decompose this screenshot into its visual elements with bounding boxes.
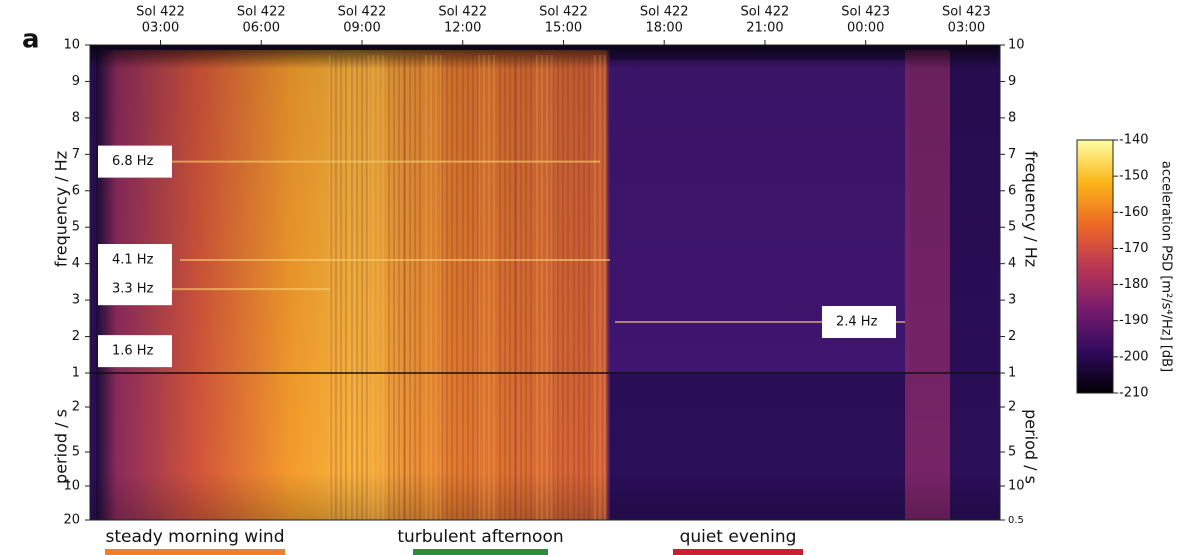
period-tick-label-right: 10 bbox=[1008, 478, 1025, 493]
annotation-label: 3.3 Hz bbox=[112, 282, 154, 297]
annotation-box bbox=[98, 273, 172, 306]
period-tick-label: 2 bbox=[72, 400, 80, 415]
x-tick-sol: Sol 423 bbox=[841, 5, 890, 20]
x-tick-time: 21:00 bbox=[746, 21, 783, 36]
x-tick-time: 06:00 bbox=[243, 21, 280, 36]
period-tick-label-right: 5 bbox=[1008, 444, 1016, 459]
y-tick-label: 4 bbox=[72, 256, 80, 271]
period-label: quiet evening bbox=[680, 527, 797, 547]
x-tick-sol: Sol 422 bbox=[237, 5, 286, 20]
stripes bbox=[160, 55, 905, 520]
x-tick-time: 03:00 bbox=[142, 21, 179, 36]
x-tick-time: 03:00 bbox=[948, 21, 985, 36]
y-tick-label: 8 bbox=[72, 110, 80, 125]
y-tick-label-right: 8 bbox=[1008, 110, 1016, 125]
y-tick-label: 9 bbox=[72, 74, 80, 89]
y-tick-label: 5 bbox=[72, 220, 80, 235]
annotation-box bbox=[98, 335, 172, 368]
colorbar-tick-label: -150 bbox=[1119, 169, 1149, 184]
x-tick-time: 15:00 bbox=[545, 21, 582, 36]
panel-label: a bbox=[22, 25, 40, 55]
y-tick-label: 6 bbox=[72, 183, 80, 198]
annotation-box bbox=[822, 305, 896, 338]
colorbar-tick-label: -210 bbox=[1119, 386, 1149, 401]
annotation-label: 2.4 Hz bbox=[836, 314, 878, 329]
x-tick-sol: Sol 422 bbox=[640, 5, 689, 20]
x-tick-time: 12:00 bbox=[444, 21, 481, 36]
y-tick-label-right: 3 bbox=[1008, 293, 1016, 308]
period-tick-label: 20 bbox=[63, 513, 80, 528]
x-tick-sol: Sol 422 bbox=[338, 5, 387, 20]
colorbar-label: acceleration PSD [m²/s⁴/Hz] [dB] bbox=[1159, 161, 1174, 372]
annotation-box bbox=[98, 145, 172, 178]
y-axis-label: frequency / Hz bbox=[52, 151, 71, 267]
y-tick-label-right: 7 bbox=[1008, 147, 1016, 162]
annotation-label: 4.1 Hz bbox=[112, 253, 154, 268]
frame bbox=[89, 44, 1001, 521]
y-tick-label-right: 2 bbox=[1008, 329, 1016, 344]
y-tick-label: 10 bbox=[63, 38, 80, 53]
colorbar-tick-label: -180 bbox=[1119, 277, 1149, 292]
x-tick-time: 09:00 bbox=[343, 21, 380, 36]
y-tick-label-right: 4 bbox=[1008, 256, 1016, 271]
y-tick-label: 7 bbox=[72, 147, 80, 162]
annotation-label: 1.6 Hz bbox=[112, 344, 154, 359]
period-bar bbox=[413, 549, 548, 555]
y-tick-label: 3 bbox=[72, 293, 80, 308]
colorbar-tick-label: -170 bbox=[1119, 241, 1149, 256]
period-bar bbox=[673, 549, 803, 555]
y-axis-label-right: frequency / Hz bbox=[1022, 151, 1041, 267]
x-tick-time: 00:00 bbox=[847, 21, 884, 36]
period-axis-label-right: period / s bbox=[1022, 409, 1041, 484]
y-tick-label-right: 10 bbox=[1008, 38, 1025, 53]
colorbar-tick-label: -160 bbox=[1119, 205, 1149, 220]
period-bar bbox=[105, 549, 285, 555]
x-tick-sol: Sol 422 bbox=[438, 5, 487, 20]
period-tick-label-right: 2 bbox=[1008, 400, 1016, 415]
colorbar-tick-label: -140 bbox=[1119, 133, 1149, 148]
colorbar-tick-label: -200 bbox=[1119, 349, 1149, 364]
x-tick-time: 18:00 bbox=[645, 21, 682, 36]
colorbar bbox=[1076, 139, 1114, 394]
y-tick-label: 1 bbox=[72, 366, 80, 381]
period-label: turbulent afternoon bbox=[397, 527, 563, 547]
colorbar-tick-label: -190 bbox=[1119, 313, 1149, 328]
y-tick-label-right: 1 bbox=[1008, 366, 1016, 381]
y-tick-label-right: 6 bbox=[1008, 183, 1016, 198]
x-tick-sol: Sol 422 bbox=[136, 5, 185, 20]
annotation-box bbox=[98, 244, 172, 277]
period-tick-label: 10 bbox=[63, 478, 80, 493]
y-tick-label-right: 9 bbox=[1008, 74, 1016, 89]
period-label: steady morning wind bbox=[106, 527, 285, 547]
period-axis-label: period / s bbox=[52, 409, 71, 484]
period-tick-label: 5 bbox=[72, 444, 80, 459]
spectrogram bbox=[89, 44, 1001, 521]
annotation-label: 6.8 Hz bbox=[112, 154, 154, 169]
x-tick-sol: Sol 422 bbox=[539, 5, 588, 20]
x-tick-sol: Sol 422 bbox=[741, 5, 790, 20]
y-tick-label-right: 5 bbox=[1008, 220, 1016, 235]
period-tick-label-right: 0.5 bbox=[1008, 515, 1024, 526]
x-tick-sol: Sol 423 bbox=[942, 5, 991, 20]
shade bbox=[90, 45, 1000, 520]
y-tick-label: 2 bbox=[72, 329, 80, 344]
